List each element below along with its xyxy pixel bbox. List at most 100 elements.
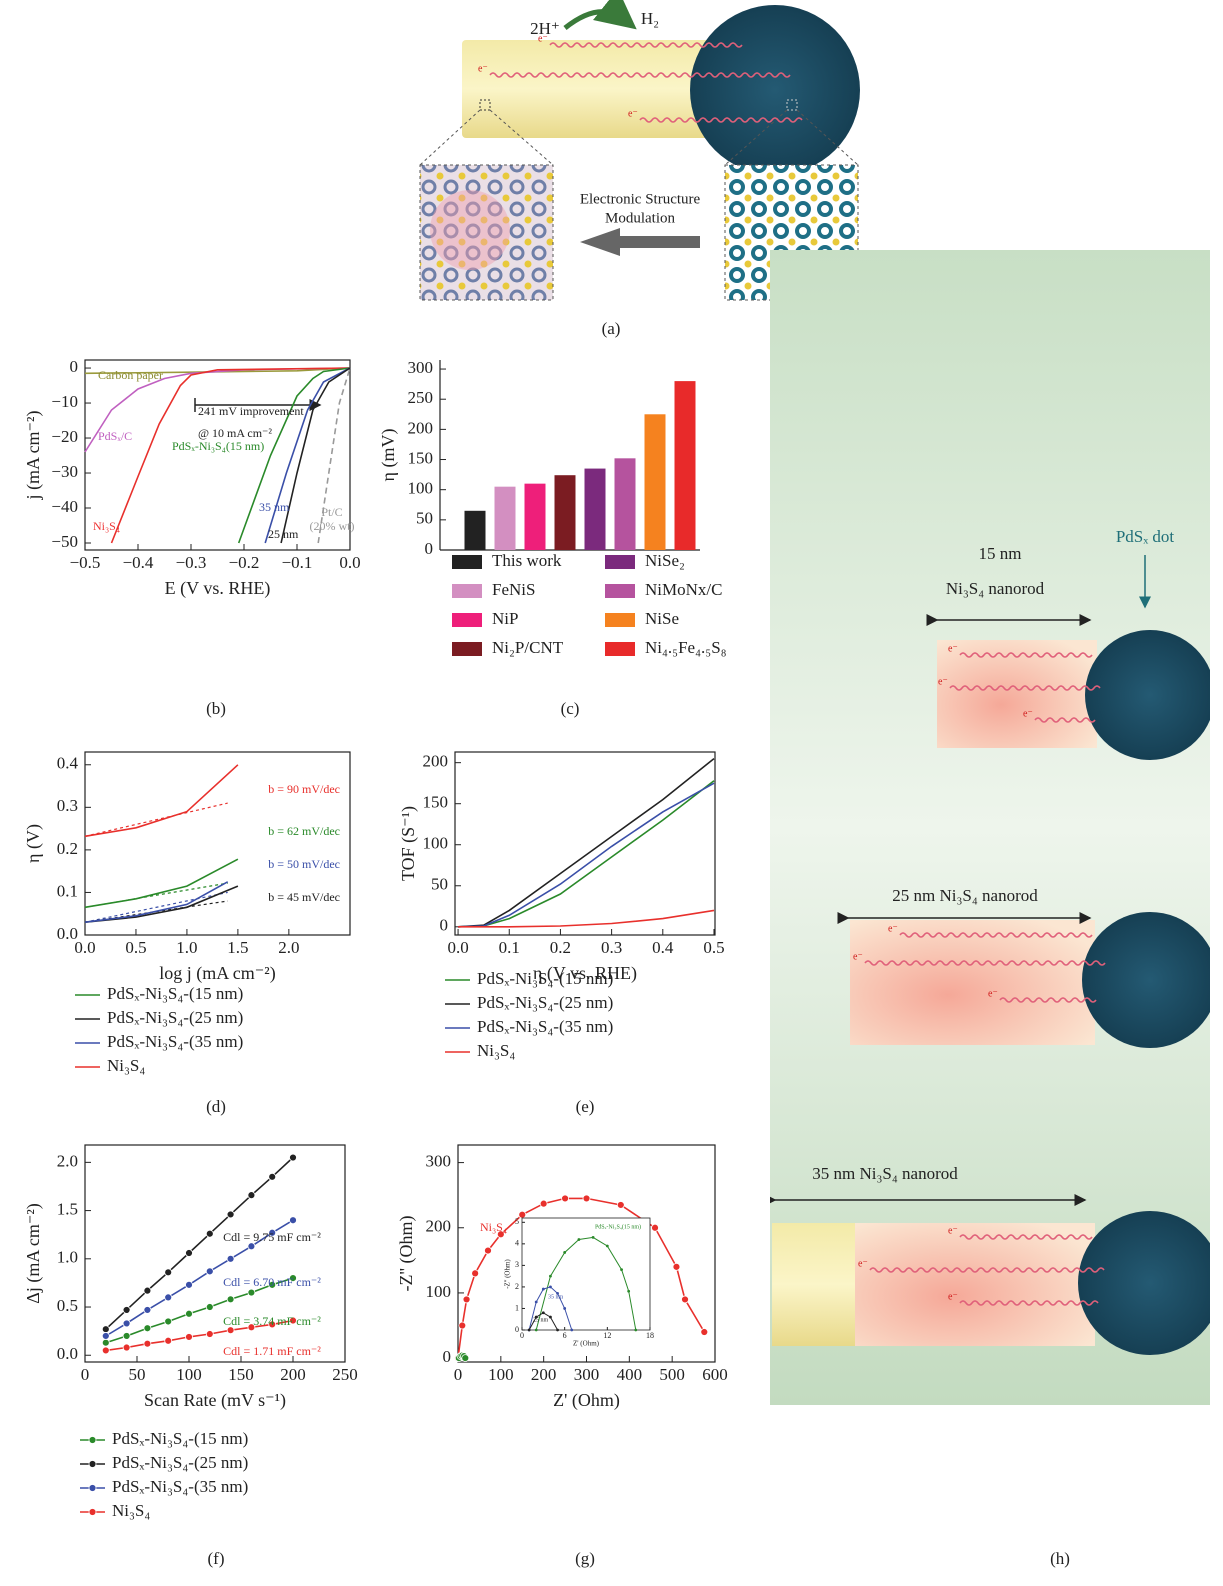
data-point [248,1192,255,1199]
x-tick-label: 12 [603,1331,611,1340]
series-line [85,765,238,837]
series-line [85,882,228,922]
annotation: b = 62 mV/dec [268,824,340,838]
rod-name: Ni₃S₄ nanorod [946,579,1045,598]
data-point [206,1304,213,1311]
x-tick-label: 100 [176,1365,202,1384]
legend-label: FeNiS [492,580,535,599]
annotation: b = 50 mV/dec [268,857,340,871]
data-point [248,1243,255,1250]
y-tick-label: 0.3 [57,796,78,815]
x-tick-label: 500 [659,1365,685,1384]
glow [430,190,510,270]
legend-label: PdSₓ-Ni₃S₄-(35 nm) [477,1017,613,1036]
x-axis-label: Z' (Ohm) [553,1390,620,1411]
y-tick-label: 0.1 [57,881,78,900]
data-point [102,1347,109,1354]
panel-label: (f) [208,1549,225,1568]
y-tick-label: 1.0 [57,1248,78,1267]
legend-label: NiSe [645,609,679,628]
electron-label: e⁻ [938,676,948,687]
x-tick-label: 0 [454,1365,463,1384]
x-tick-label: 0.5 [703,938,724,957]
electron-label: e⁻ [888,923,898,934]
x-tick-label: −0.4 [123,553,154,572]
x-tick-label: 200 [280,1365,306,1384]
electron-label: e⁻ [853,951,863,962]
data-point [463,1296,470,1303]
x-tick-label: 100 [488,1365,514,1384]
annotation: PdSₓ-Ni₃S₄(15 nm) [172,439,264,453]
data-point [535,1329,538,1332]
x-tick-label: 0.0 [74,938,95,957]
pdsx-dot [1082,912,1218,1048]
x-tick-label: 50 [129,1365,146,1384]
series-line [112,368,351,543]
legend-label: NiSe₂ [645,551,685,570]
data-point [519,1211,526,1218]
legend-label: Ni₃S₄ [112,1501,150,1520]
data-point [634,1329,637,1332]
x-tick-label: 300 [574,1365,600,1384]
data-point [123,1306,130,1313]
legend-swatch [452,613,482,627]
bar [525,484,546,550]
x-tick-label: −0.2 [229,553,260,572]
x-axis-label: Z' (Ohm) [573,1340,600,1348]
legend-swatch [452,584,482,598]
annotation: 241 mV improvement [198,404,304,418]
data-point [459,1322,466,1329]
fit-line [85,892,228,922]
x-axis-label: E (V vs. RHE) [165,578,271,599]
annotation: Carbon paper [98,368,163,382]
data-point [290,1217,297,1224]
x-axis-label: Scan Rate (mV s⁻¹) [144,1390,286,1411]
annotation: Modulation [605,210,675,226]
x-tick-label: 0.0 [339,553,360,572]
y-tick-label: 4 [515,1239,519,1248]
x-tick-label: 6 [563,1331,567,1340]
bar [555,475,576,550]
panel-label: (e) [576,1097,595,1116]
annotation: Ni₃S₄ [480,1220,507,1234]
y-axis-label: -Z'' (Ohm) [396,1216,417,1292]
bar [495,487,516,550]
electron-label: e⁻ [538,33,548,44]
annotation: (20% wt) [310,519,355,533]
nanorod [855,1223,1095,1346]
data-point [206,1331,213,1338]
data-point [206,1268,213,1275]
pdsx-dot [1078,1211,1222,1355]
legend-marker [89,1485,96,1492]
data-point [165,1318,172,1325]
x-tick-label: −0.5 [70,553,101,572]
annotation: Electronic Structure [580,191,701,207]
electron-label: e⁻ [988,988,998,999]
panel-label: (h) [1050,1549,1070,1568]
annotation: b = 90 mV/dec [268,782,340,796]
y-tick-label: 200 [408,418,434,437]
y-tick-label: 0 [515,1325,519,1334]
legend-label: Ni₄.₅Fe₄.₅S₈ [645,638,727,657]
panel-label: (g) [575,1549,595,1568]
electron-label: e⁻ [478,63,488,74]
electron-label: e⁻ [948,643,958,654]
y-axis-label: Δj (mA cm⁻²) [23,1203,44,1303]
nanorod [772,1223,857,1346]
legend-swatch [605,555,635,569]
nanorod [850,920,1095,1045]
y-tick-label: 100 [423,834,449,853]
y-tick-label: 50 [431,875,448,894]
y-tick-label: 200 [426,1217,452,1236]
plot-frame [85,752,350,935]
data-point [556,1329,559,1332]
rod-label: 35 nm Ni₃S₄ nanorod [812,1164,958,1183]
arrow [565,12,625,28]
annotation: b = 45 mV/dec [268,890,340,904]
data-point [673,1263,680,1270]
y-tick-label: 300 [426,1152,452,1171]
annotation: PdSₓ/C [98,429,132,443]
legend-marker [89,1461,96,1468]
product: H₂ [641,9,659,28]
y-tick-label: 3 [515,1260,519,1269]
